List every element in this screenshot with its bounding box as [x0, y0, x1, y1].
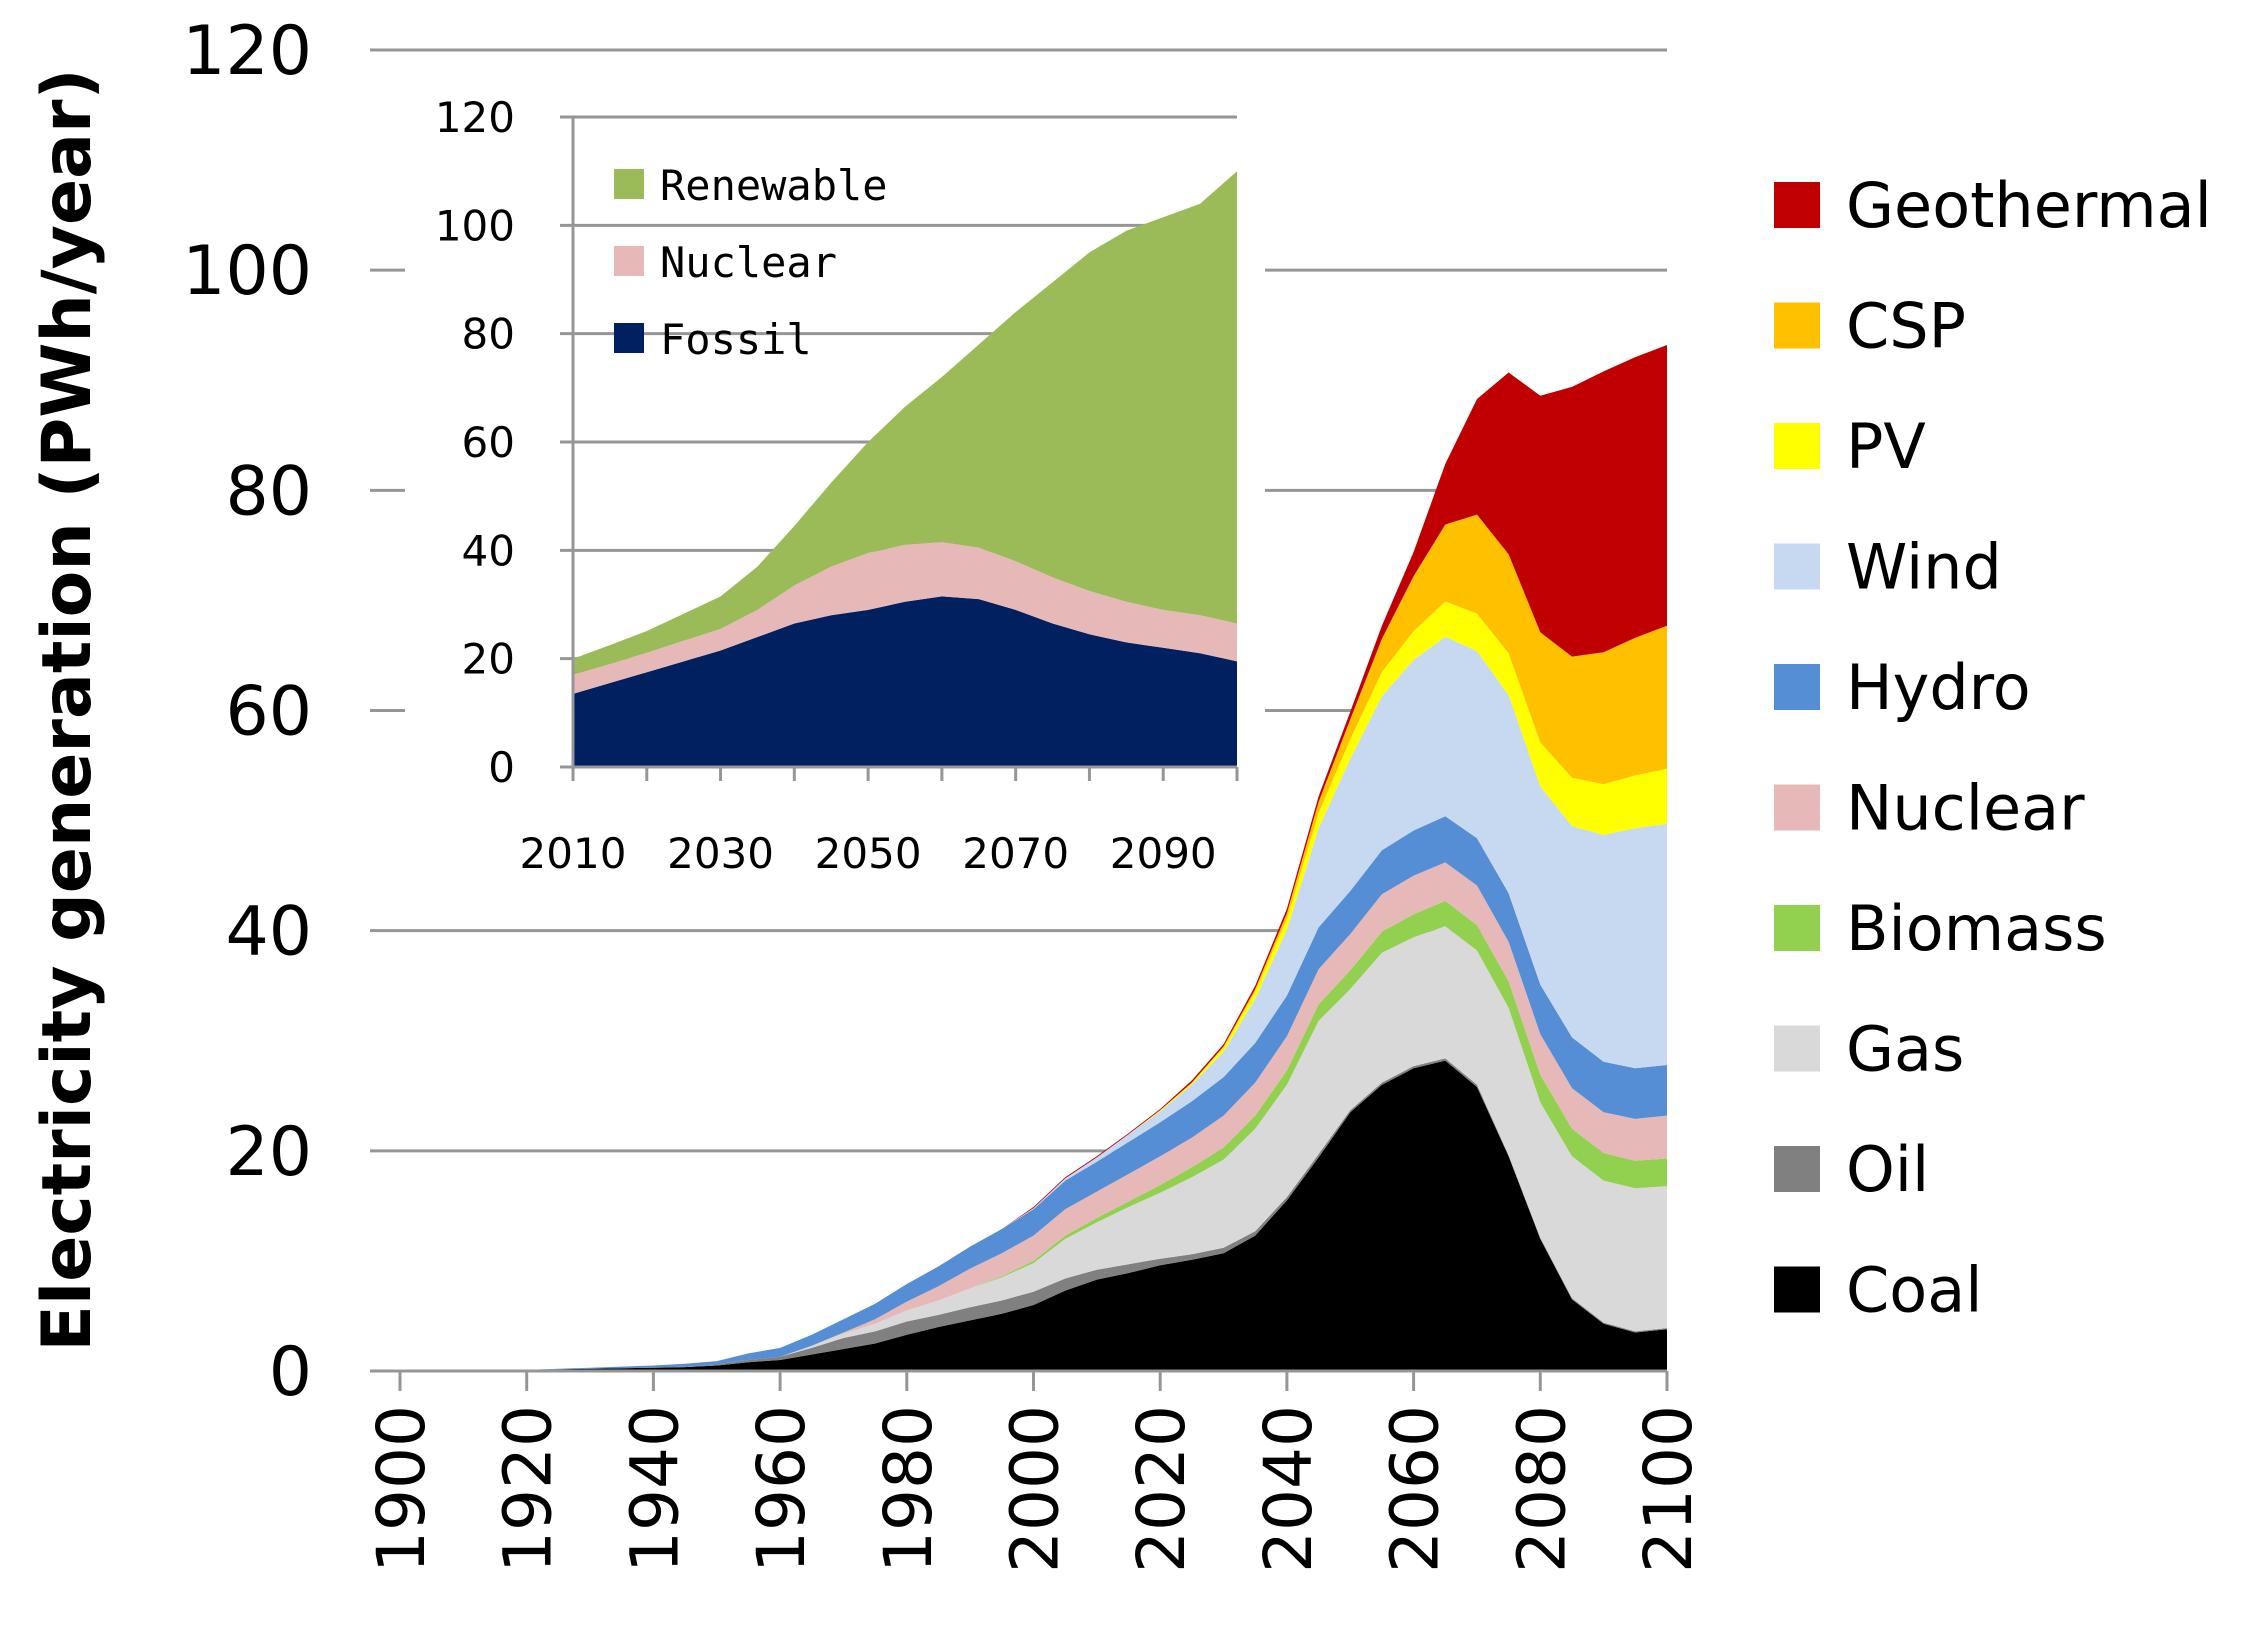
main-x-tick-label: 2080	[1503, 1405, 1580, 1573]
main-x-tick-label: 2000	[997, 1405, 1074, 1573]
inset-chart: 0 20 40 60 80 100 120 2010 2030 2050 2070 2090 Ren…	[405, 93, 1265, 878]
main-y-tick-label: 100	[182, 232, 312, 311]
inset-y-tick-label: 120	[435, 93, 515, 142]
inset-area-nuclear	[573, 542, 1237, 694]
main-x-tick-label: 2020	[1123, 1405, 1200, 1573]
inset-legend-swatch-nuclear	[614, 246, 644, 276]
inset-x-tick-label: 2050	[815, 829, 922, 878]
main-y-tick-label: 20	[225, 1113, 312, 1192]
main-y-tick-label: 40	[225, 893, 312, 972]
main-x-tick-label: 2060	[1377, 1405, 1454, 1573]
main-y-tick-label: 60	[225, 673, 312, 752]
main-x-tick-label: 2100	[1630, 1405, 1707, 1573]
inset-legend-label-fossil: Fossil	[660, 315, 812, 364]
legend-swatch-oil	[1774, 1146, 1820, 1192]
main-axes	[370, 1369, 1669, 1391]
legend-label-oil: Oil	[1846, 1133, 1929, 1206]
main-legend: Geothermal CSP PV Wind Hydro Nuclear Biomass Ga…	[1774, 169, 2212, 1327]
main-stacked-areas	[400, 345, 1667, 1371]
inset-y-tick-label: 100	[435, 201, 515, 250]
inset-y-tick-label: 40	[462, 526, 515, 575]
main-x-tick-labels: 1900 1920 1940 1960 1980 2000 2020 2040 2060 2080…	[363, 1405, 1707, 1573]
legend-swatch-geothermal	[1774, 182, 1820, 228]
main-x-tick-label: 1980	[870, 1405, 947, 1573]
main-y-tick-label: 80	[225, 452, 312, 531]
main-area-geothermal	[400, 345, 1667, 1371]
legend-label-pv: PV	[1846, 410, 1926, 483]
inset-stacked-areas	[573, 171, 1237, 767]
inset-area-fossil	[573, 596, 1237, 767]
legend-swatch-wind	[1774, 543, 1820, 590]
legend-swatch-csp	[1774, 302, 1820, 349]
legend-label-csp: CSP	[1846, 290, 1966, 363]
inset-x-tick-label: 2090	[1110, 829, 1217, 878]
main-y-tick-label: 0	[269, 1333, 312, 1412]
y-axis-title: Electricity generation (PWh/year)	[28, 68, 107, 1351]
legend-label-coal: Coal	[1846, 1254, 1982, 1327]
legend-label-nuclear: Nuclear	[1846, 772, 2085, 845]
inset-y-tick-label: 0	[488, 743, 515, 792]
legend-label-geothermal: Geothermal	[1846, 169, 2212, 242]
main-y-tick-label: 120	[182, 12, 312, 91]
main-area-gas	[400, 926, 1667, 1371]
legend-swatch-hydro	[1774, 664, 1820, 710]
inset-legend-swatch-renewable	[614, 169, 644, 199]
inset-legend-swatch-fossil	[614, 323, 644, 353]
inset-y-tick-label: 80	[462, 310, 515, 359]
inset-x-tick-labels: 2010 2030 2050 2070 2090	[520, 829, 1217, 878]
legend-label-hydro: Hydro	[1846, 651, 2031, 724]
main-area-coal	[400, 1060, 1667, 1371]
main-x-tick-label: 1920	[490, 1405, 567, 1573]
main-x-tick-label: 2040	[1250, 1405, 1327, 1573]
inset-x-tick-label: 2070	[962, 829, 1069, 878]
main-x-tick-label: 1900	[363, 1405, 440, 1573]
inset-y-tick-label: 20	[462, 635, 515, 684]
legend-label-gas: Gas	[1846, 1013, 1964, 1086]
inset-y-tick-label: 60	[462, 418, 515, 467]
legend-label-wind: Wind	[1846, 531, 2002, 604]
legend-swatch-nuclear	[1774, 784, 1820, 831]
inset-area-renewable	[573, 171, 1237, 675]
inset-x-tick-label: 2010	[520, 829, 627, 878]
main-area-wind	[400, 636, 1667, 1371]
main-x-tick-label: 1960	[743, 1405, 820, 1573]
legend-swatch-gas	[1774, 1025, 1820, 1072]
inset-axes	[560, 117, 1239, 781]
main-area-csp	[400, 514, 1667, 1371]
legend-swatch-biomass	[1774, 905, 1820, 951]
inset-x-tick-label: 2030	[667, 829, 774, 878]
inset-y-tick-labels: 0 20 40 60 80 100 120	[435, 93, 515, 792]
legend-swatch-pv	[1774, 423, 1820, 469]
inset-legend: Renewable Nuclear Fossil	[614, 161, 888, 364]
main-x-tick-label: 1940	[616, 1405, 693, 1573]
legend-swatch-coal	[1774, 1266, 1820, 1313]
legend-label-biomass: Biomass	[1846, 892, 2107, 965]
main-y-tick-labels: 0 20 40 60 80 100 120	[182, 12, 312, 1412]
inset-legend-label-renewable: Renewable	[660, 161, 888, 210]
inset-legend-label-nuclear: Nuclear	[660, 238, 837, 287]
